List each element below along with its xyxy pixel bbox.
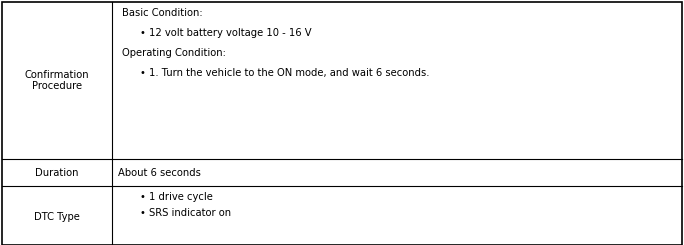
Text: • 12 volt battery voltage 10 - 16 V: • 12 volt battery voltage 10 - 16 V: [140, 28, 312, 38]
Text: • 1 drive cycle: • 1 drive cycle: [140, 192, 213, 202]
Text: Confirmation
Procedure: Confirmation Procedure: [25, 70, 90, 91]
Text: About 6 seconds: About 6 seconds: [118, 168, 201, 177]
Text: • 1. Turn the vehicle to the ON mode, and wait 6 seconds.: • 1. Turn the vehicle to the ON mode, an…: [140, 68, 430, 78]
Text: Basic Condition:: Basic Condition:: [122, 8, 202, 18]
Text: DTC Type: DTC Type: [34, 211, 80, 221]
Text: Operating Condition:: Operating Condition:: [122, 48, 226, 58]
Text: • SRS indicator on: • SRS indicator on: [140, 208, 231, 218]
Text: Duration: Duration: [36, 168, 79, 177]
